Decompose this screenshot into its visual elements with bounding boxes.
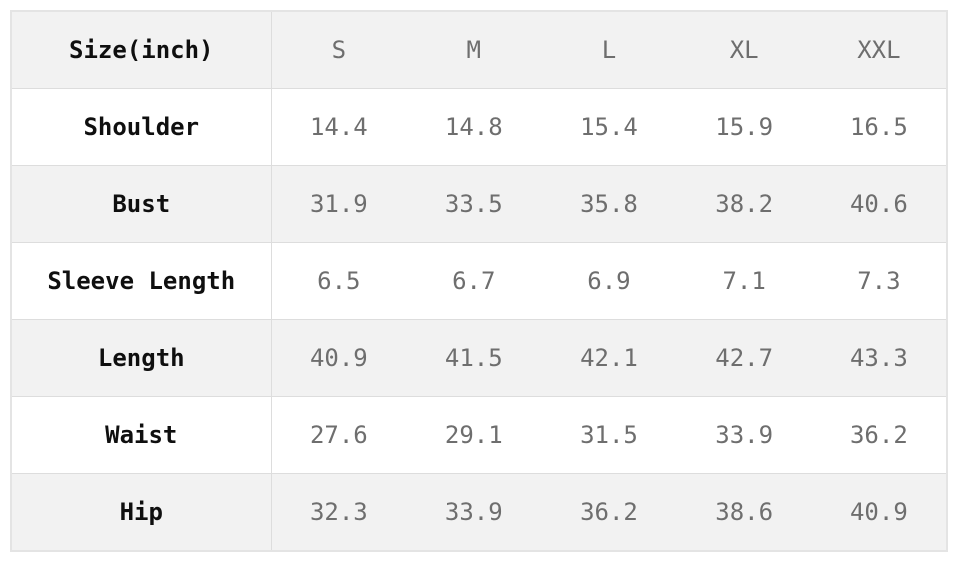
table-row-sleeve-length: Sleeve Length 6.5 6.7 6.9 7.1 7.3 [11, 242, 947, 320]
row-label-bust: Bust [11, 165, 272, 243]
table-row-length: Length 40.9 41.5 42.1 42.7 43.3 [11, 319, 947, 398]
measurement-cell: 7.3 [811, 242, 947, 320]
measurement-cell: 29.1 [406, 396, 542, 475]
table-row-hip: Hip 32.3 33.9 36.2 38.6 40.9 [11, 473, 947, 552]
table-row-waist: Waist 27.6 29.1 31.5 33.9 36.2 [11, 396, 947, 475]
column-header-xxl: XXL [811, 11, 947, 89]
measurement-cell: 40.6 [811, 165, 947, 243]
row-label-sleeve-length: Sleeve Length [11, 242, 272, 320]
column-header-s: S [271, 11, 407, 89]
measurement-cell: 32.3 [271, 473, 407, 552]
row-label-hip: Hip [11, 473, 272, 552]
measurement-cell: 14.4 [271, 88, 407, 166]
measurement-cell: 38.2 [676, 165, 812, 243]
measurement-cell: 14.8 [406, 88, 542, 166]
measurement-cell: 36.2 [811, 396, 947, 475]
measurement-cell: 38.6 [676, 473, 812, 552]
size-chart-table: Size(inch) S M L XL XXL Shoulder 14.4 14… [10, 10, 948, 552]
measurement-cell: 43.3 [811, 319, 947, 398]
row-label-waist: Waist [11, 396, 272, 475]
measurement-cell: 6.9 [541, 242, 677, 320]
measurement-cell: 33.9 [406, 473, 542, 552]
column-header-l: L [541, 11, 677, 89]
measurement-cell: 42.1 [541, 319, 677, 398]
measurement-cell: 7.1 [676, 242, 812, 320]
column-header-xl: XL [676, 11, 812, 89]
measurement-cell: 36.2 [541, 473, 677, 552]
measurement-cell: 31.5 [541, 396, 677, 475]
measurement-cell: 40.9 [271, 319, 407, 398]
measurement-cell: 33.5 [406, 165, 542, 243]
measurement-cell: 33.9 [676, 396, 812, 475]
measurement-cell: 41.5 [406, 319, 542, 398]
size-unit-header: Size(inch) [11, 11, 272, 89]
table-row-shoulder: Shoulder 14.4 14.8 15.4 15.9 16.5 [11, 88, 947, 166]
measurement-cell: 31.9 [271, 165, 407, 243]
measurement-cell: 42.7 [676, 319, 812, 398]
measurement-cell: 16.5 [811, 88, 947, 166]
measurement-cell: 6.5 [271, 242, 407, 320]
column-header-m: M [406, 11, 542, 89]
measurement-cell: 27.6 [271, 396, 407, 475]
measurement-cell: 6.7 [406, 242, 542, 320]
row-label-shoulder: Shoulder [11, 88, 272, 166]
row-label-length: Length [11, 319, 272, 398]
table-row-bust: Bust 31.9 33.5 35.8 38.2 40.6 [11, 165, 947, 243]
header-row: Size(inch) S M L XL XXL [11, 11, 947, 89]
measurement-cell: 40.9 [811, 473, 947, 552]
measurement-cell: 15.9 [676, 88, 812, 166]
measurement-cell: 15.4 [541, 88, 677, 166]
measurement-cell: 35.8 [541, 165, 677, 243]
